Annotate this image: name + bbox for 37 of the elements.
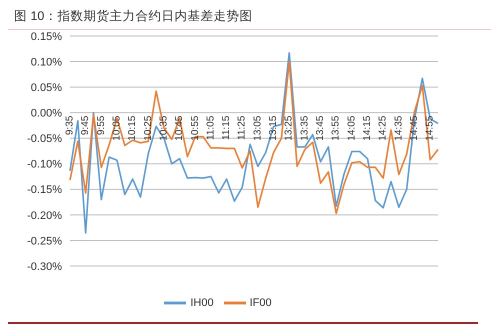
x-tick-label: 11:25 bbox=[236, 115, 248, 140]
y-tick-label: 0.00% bbox=[30, 108, 62, 120]
x-tick-label: 14:55 bbox=[424, 115, 436, 141]
x-tick-label: 13:25 bbox=[284, 115, 295, 141]
x-tick-label: 13:05 bbox=[252, 115, 264, 141]
legend-label: IF00 bbox=[250, 296, 272, 309]
x-tick-label: 9:45 bbox=[80, 115, 92, 136]
x-tick-label: 13:35 bbox=[299, 115, 310, 141]
x-tick-label: 13:45 bbox=[315, 115, 326, 141]
x-tick-label: 13:55 bbox=[330, 115, 342, 141]
x-tick-label: 11:15 bbox=[221, 115, 232, 140]
y-tick-label: 0.15% bbox=[30, 30, 62, 43]
y-tick-label: -0.30% bbox=[27, 260, 62, 273]
y-tick-label: 0.10% bbox=[30, 56, 62, 68]
x-tick-label: 10:45 bbox=[174, 115, 186, 141]
y-tick-label: 0.05% bbox=[30, 82, 62, 94]
x-tick-label: 14:35 bbox=[393, 115, 404, 141]
y-tick-label: -0.20% bbox=[27, 210, 62, 222]
y-tick-label: -0.25% bbox=[27, 235, 62, 248]
x-tick-label: 14:45 bbox=[409, 115, 420, 141]
x-tick-label: 14:05 bbox=[346, 115, 358, 141]
y-tick-label: -0.05% bbox=[27, 133, 62, 146]
y-tick-label: -0.10% bbox=[27, 158, 62, 171]
y-tick-label: -0.15% bbox=[27, 184, 62, 196]
x-tick-label: 11:05 bbox=[205, 115, 216, 140]
x-tick-label: 10:25 bbox=[142, 115, 154, 141]
legend-label: IH00 bbox=[190, 296, 214, 309]
x-tick-label: 10:15 bbox=[127, 115, 138, 141]
x-tick-label: 14:15 bbox=[362, 115, 374, 141]
x-tick-label: 10:05 bbox=[111, 115, 122, 141]
x-tick-label: 10:55 bbox=[190, 115, 201, 141]
x-tick-label: 10:35 bbox=[158, 115, 170, 141]
chart-title: 图 10：指数期货主力合约日内基差走势图 bbox=[8, 8, 491, 30]
x-tick-label: 14:25 bbox=[378, 115, 389, 141]
x-tick-label: 9:55 bbox=[96, 115, 107, 136]
x-tick-label: 9:35 bbox=[64, 115, 76, 136]
x-tick-label: 13:15 bbox=[268, 115, 280, 141]
